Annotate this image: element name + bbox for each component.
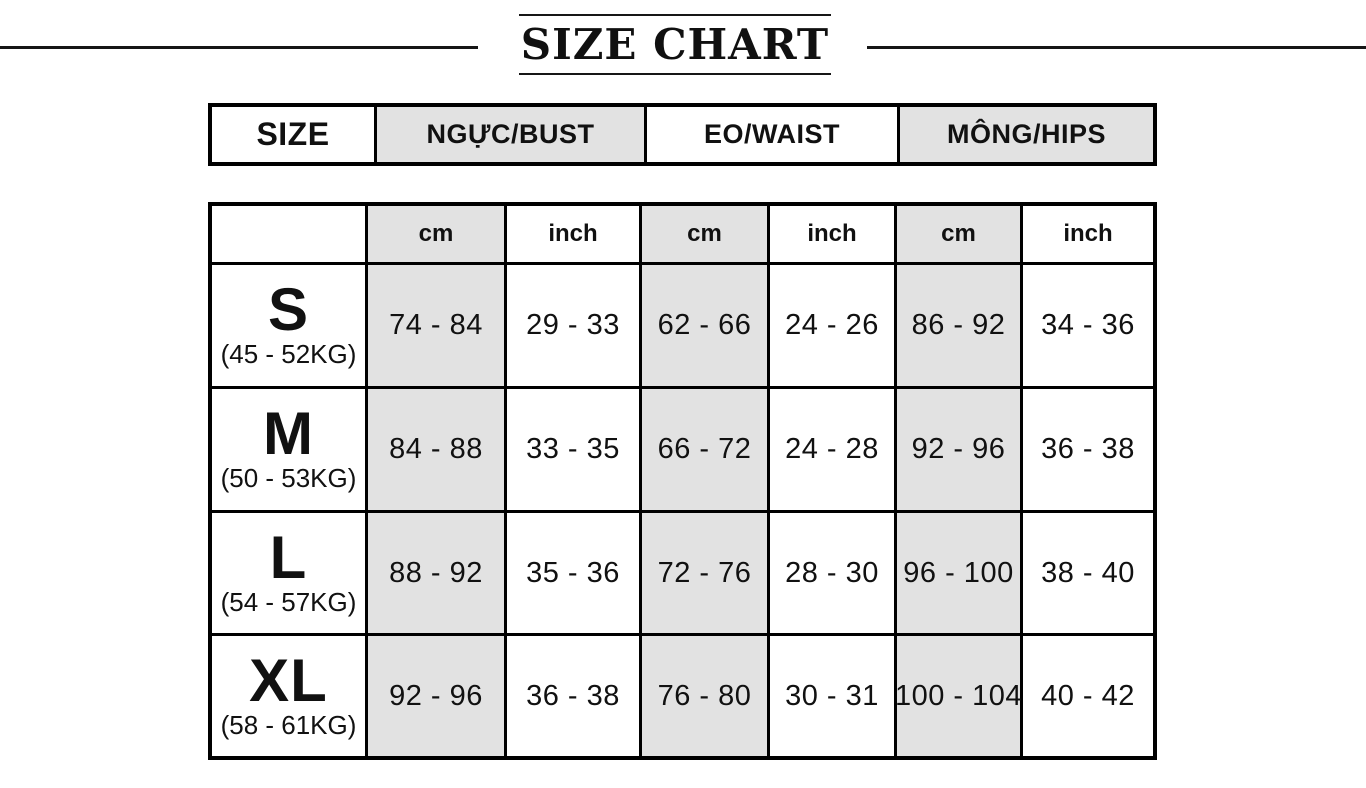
bust-cm-value: 88 - 92 [389, 556, 483, 589]
hips-cm-value: 96 - 100 [903, 556, 1014, 589]
table-cell: 100 - 104 [894, 636, 1023, 756]
unit-cell: inch [1023, 206, 1153, 262]
table-cell: 30 - 31 [770, 636, 894, 756]
size-letter: XL [249, 646, 328, 714]
hips-inch-value: 34 - 36 [1041, 309, 1135, 341]
header-cell-hips: MÔNG/HIPS [900, 107, 1153, 162]
unit-cell: cm [642, 206, 767, 262]
size-weight-range: (45 - 52KG) [220, 339, 357, 370]
table-cell: 88 - 92 [368, 513, 504, 633]
waist-inch-value: 24 - 26 [785, 309, 879, 341]
title-rule-left [0, 46, 478, 49]
hips-inch-value: 36 - 38 [1041, 433, 1135, 465]
table-cell: 34 - 36 [1023, 265, 1153, 386]
table-cell: 33 - 35 [507, 389, 639, 510]
unit-label: cm [687, 220, 722, 247]
table-cell: 92 - 96 [368, 636, 504, 756]
table-row-xl-size: XL (58 - 61KG) [212, 636, 365, 756]
table-cell: 66 - 72 [642, 389, 767, 510]
size-letter: S [267, 276, 310, 344]
table-cell: 72 - 76 [642, 513, 767, 633]
table-cell: 36 - 38 [1023, 389, 1153, 510]
table-cell: 86 - 92 [897, 265, 1020, 386]
table-cell: 29 - 33 [507, 265, 639, 386]
size-weight-range: (58 - 61KG) [220, 709, 357, 740]
unit-label: cm [418, 220, 454, 247]
waist-cm-value: 72 - 76 [657, 556, 752, 589]
size-table: cm inch cm inch cm inch S (45 - 52KG) 74… [208, 202, 1157, 760]
unit-label: cm [941, 220, 976, 247]
header-size-label: SIZE [256, 116, 330, 152]
table-cell: 76 - 80 [642, 636, 767, 756]
table-row-s-size: S (45 - 52KG) [212, 265, 365, 386]
unit-cell: cm [897, 206, 1020, 262]
table-cell: 24 - 26 [770, 265, 894, 386]
hips-inch-value: 40 - 42 [1041, 679, 1135, 712]
title-rule-right [867, 46, 1366, 49]
waist-cm-value: 62 - 66 [657, 309, 752, 341]
unit-cell-empty [212, 206, 365, 262]
page-title: SIZE CHART [520, 20, 830, 69]
bust-cm-value: 92 - 96 [389, 679, 483, 712]
hips-cm-value: 100 - 104 [894, 679, 1023, 712]
table-cell: 40 - 42 [1023, 636, 1153, 756]
table-cell: 84 - 88 [368, 389, 504, 510]
page-title-box: SIZE CHART [519, 14, 831, 75]
waist-inch-value: 30 - 31 [785, 679, 879, 712]
table-cell: 24 - 28 [770, 389, 894, 510]
unit-cell: inch [507, 206, 639, 262]
unit-label: inch [1063, 220, 1113, 247]
size-weight-range: (50 - 53KG) [220, 463, 357, 494]
table-cell: 35 - 36 [507, 513, 639, 633]
size-letter: M [263, 400, 314, 468]
table-cell: 28 - 30 [770, 513, 894, 633]
waist-inch-value: 28 - 30 [785, 556, 879, 589]
waist-cm-value: 76 - 80 [657, 679, 752, 712]
size-letter: L [269, 523, 308, 591]
table-cell: 38 - 40 [1023, 513, 1153, 633]
hips-inch-value: 38 - 40 [1041, 556, 1135, 589]
bust-inch-value: 33 - 35 [526, 433, 620, 465]
waist-cm-value: 66 - 72 [657, 433, 752, 465]
header-bust-label: NGỰC/BUST [426, 119, 595, 149]
header-cell-size: SIZE [212, 107, 374, 162]
header-cell-bust: NGỰC/BUST [377, 107, 644, 162]
bust-inch-value: 36 - 38 [526, 679, 620, 712]
bust-cm-value: 84 - 88 [389, 433, 483, 465]
bust-inch-value: 29 - 33 [526, 309, 620, 341]
table-cell: 62 - 66 [642, 265, 767, 386]
hips-cm-value: 92 - 96 [911, 433, 1006, 465]
hips-cm-value: 86 - 92 [911, 309, 1006, 341]
size-weight-range: (54 - 57KG) [220, 586, 357, 617]
table-cell: 36 - 38 [507, 636, 639, 756]
table-cell: 96 - 100 [897, 513, 1020, 633]
header-hips-label: MÔNG/HIPS [946, 119, 1106, 149]
unit-label: inch [807, 220, 857, 247]
bust-inch-value: 35 - 36 [526, 556, 620, 589]
unit-cell: cm [368, 206, 504, 262]
bust-cm-value: 74 - 84 [389, 309, 483, 341]
table-row-l-size: L (54 - 57KG) [212, 513, 365, 633]
unit-label: inch [548, 220, 598, 247]
unit-cell: inch [770, 206, 894, 262]
measure-header-table: SIZE NGỰC/BUST EO/WAIST MÔNG/HIPS [208, 103, 1157, 166]
waist-inch-value: 24 - 28 [785, 433, 879, 465]
table-cell: 92 - 96 [897, 389, 1020, 510]
table-row-m-size: M (50 - 53KG) [212, 389, 365, 510]
header-cell-waist: EO/WAIST [647, 107, 897, 162]
table-cell: 74 - 84 [368, 265, 504, 386]
header-waist-label: EO/WAIST [703, 119, 840, 149]
